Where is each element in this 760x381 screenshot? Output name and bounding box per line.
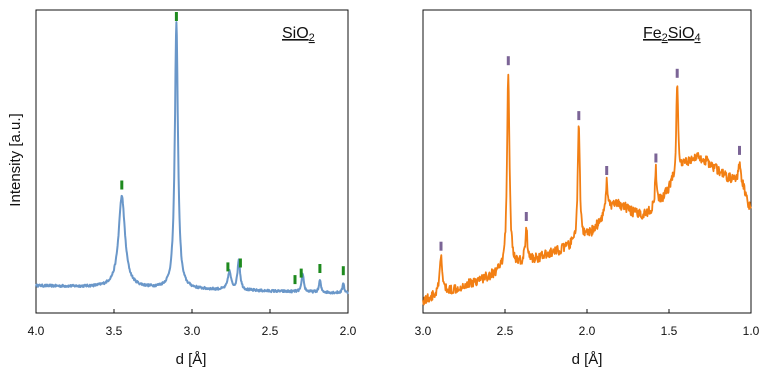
fe2sio4-marker-layer [439,56,741,251]
fe2sio4-panel-label: Fe2SiO4 [643,25,701,44]
sio2-x-tick-label: 2.0 [340,324,357,338]
fe2sio4-x-tick-label: 1.5 [661,324,678,338]
sio2-series-line [35,21,349,295]
fe2sio4-x-axis-label: d [Å] [572,351,603,368]
fe2sio4-x-ticks: 3.0 2.5 2.0 1.5 1.0 [415,309,760,338]
sio2-x-tick-label: 3.5 [106,324,123,338]
sio2-plot-frame [35,9,349,314]
fe2sio4-x-tick-label: 1.0 [743,324,760,338]
sio2-x-tick-label: 4.0 [28,324,45,338]
y-axis-label: Intensity [a.u.] [7,113,24,206]
sio2-x-axis-label: d [Å] [176,351,207,368]
fe2sio4-curve-layer [422,73,752,306]
sio2-panel-label: SiO2 [282,25,315,44]
sio2-panel: 4.0 3.5 3.0 2.5 2.0 SiO2 d [Å] Intensity [a.… [7,9,357,368]
sio2-curve-layer [35,21,349,295]
sio2-x-tick-label: 3.0 [184,324,201,338]
fe2sio4-panel: 3.0 2.5 2.0 1.5 1.0 Fe2SiO4 d [Å] [415,9,760,368]
fe2sio4-label-sio: SiO [668,25,695,42]
sio2-x-ticks: 4.0 3.5 3.0 2.5 2.0 [28,309,357,338]
fe2sio4-x-tick-label: 3.0 [415,324,432,338]
fe2sio4-label-sub-2: 2 [662,32,668,44]
sio2-label-base: SiO [282,25,309,42]
fe2sio4-label-sub-4: 4 [694,32,700,44]
fe2sio4-label-fe: Fe [643,25,662,42]
sio2-label-subscript: 2 [309,32,315,44]
fe2sio4-x-tick-label: 2.0 [579,324,596,338]
fe2sio4-x-tick-label: 2.5 [497,324,514,338]
sio2-x-tick-label: 2.5 [262,324,279,338]
sio2-marker-layer [120,12,345,285]
fe2sio4-series-line [422,73,752,306]
